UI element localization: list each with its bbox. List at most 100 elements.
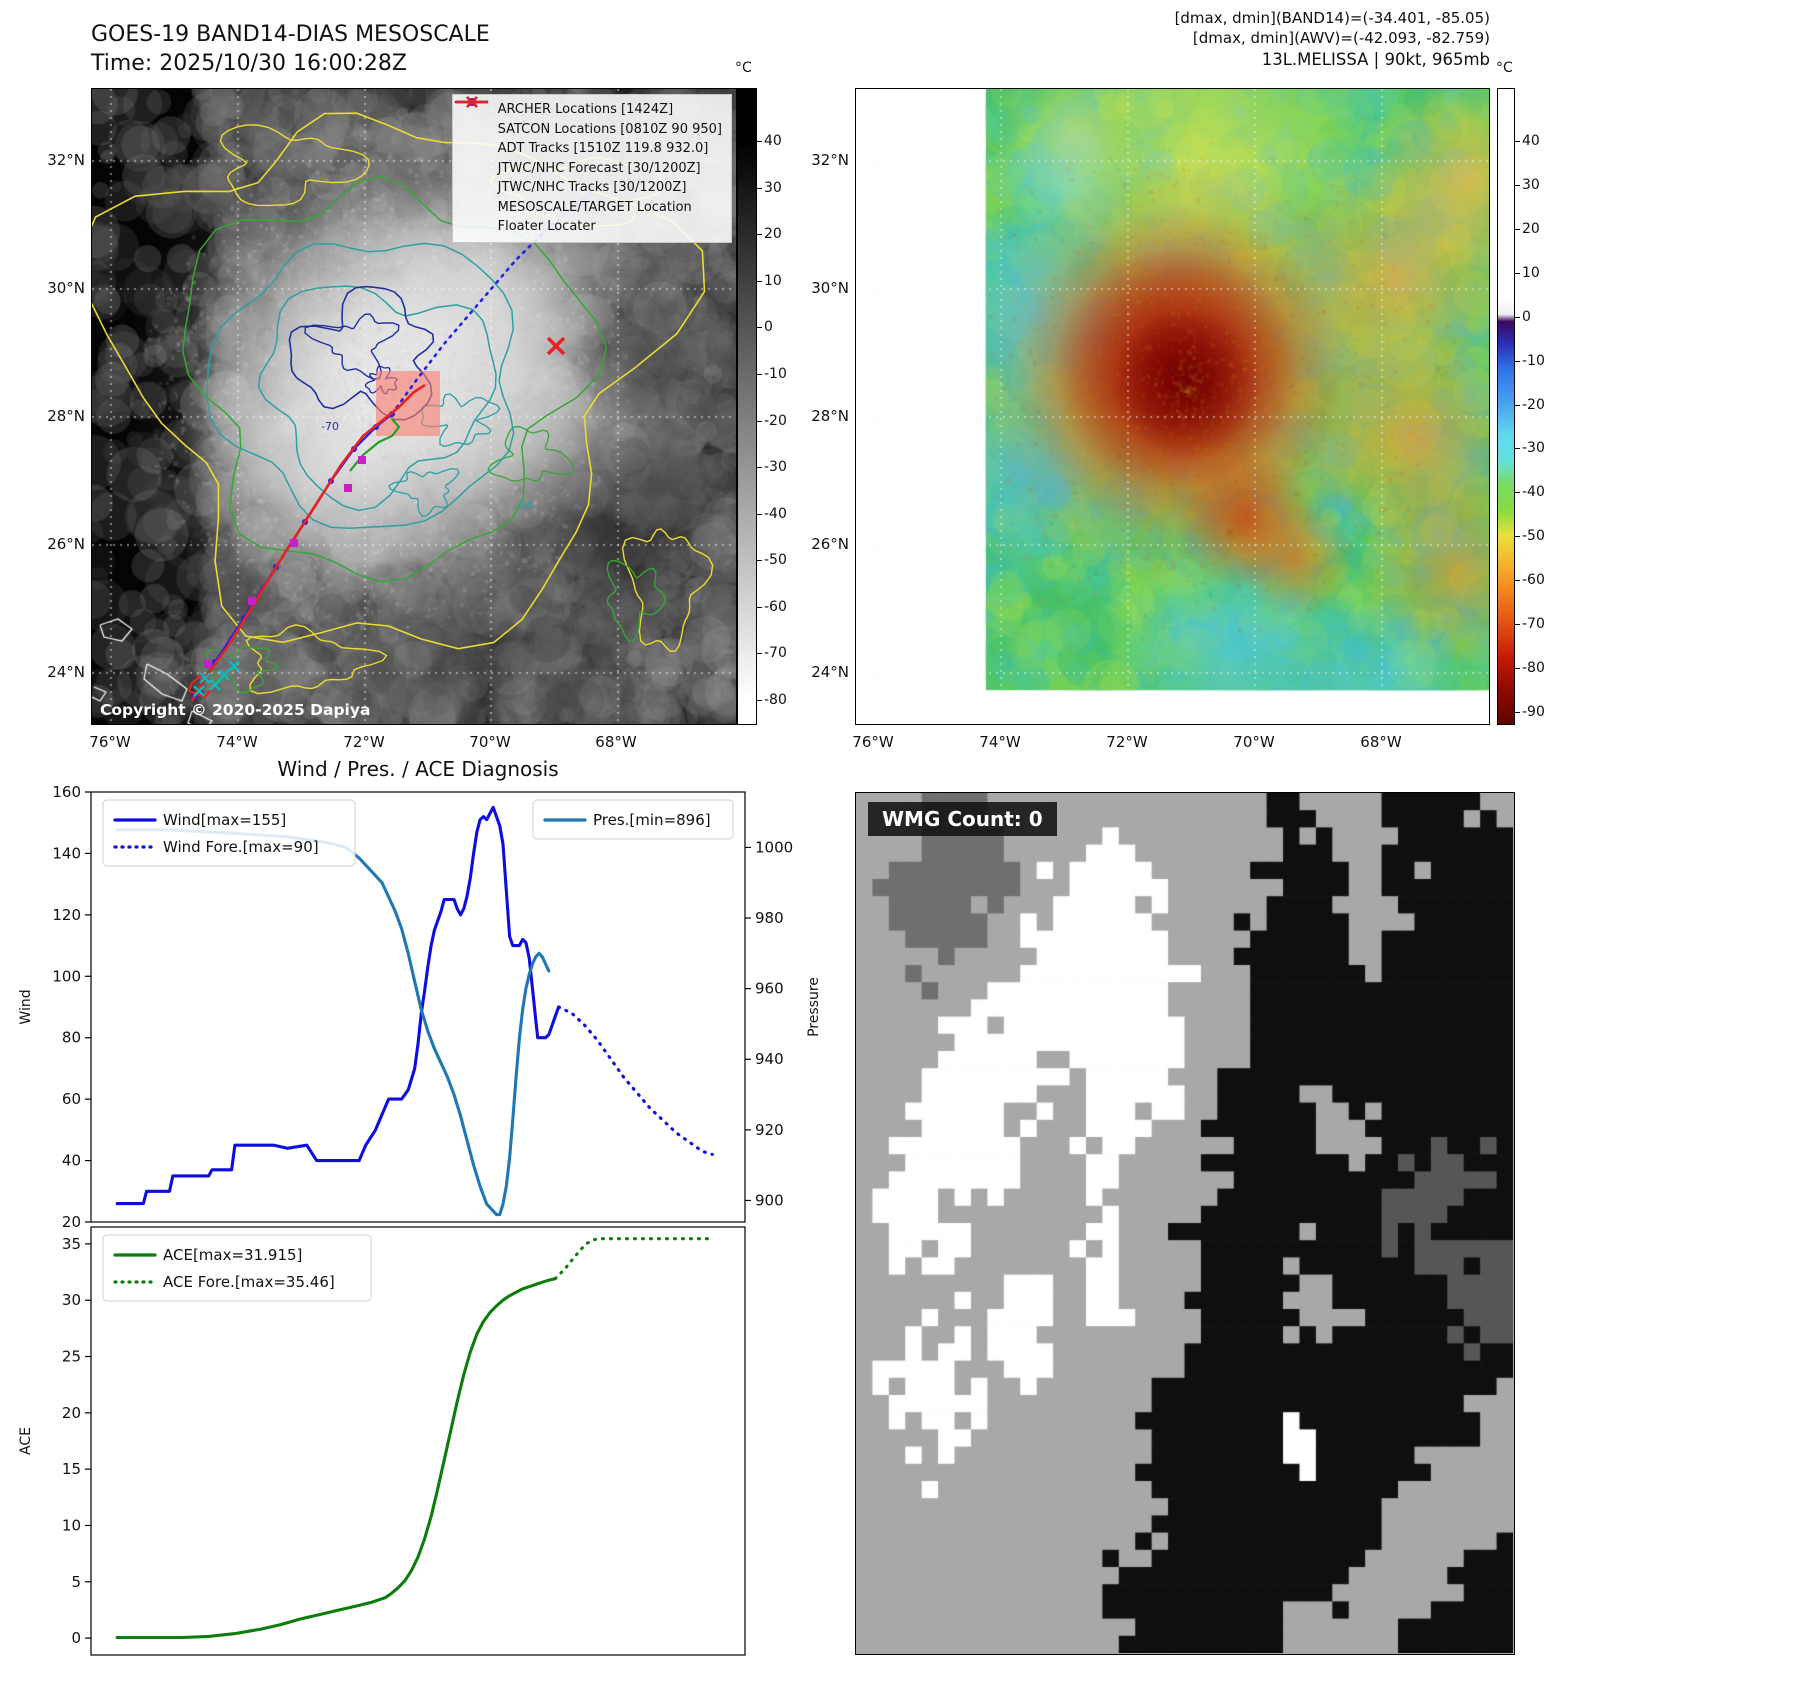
colorbar-tick [1515,668,1520,670]
legend-item-label: ADT Tracks [1510Z 119.8 932.0] [497,141,709,157]
lat-tick-label: 26°N [47,535,85,553]
colorbar-tick-label: -10 [1522,353,1545,369]
y-tick-label: 10 [62,1516,81,1534]
legend-label: Wind Fore.[max=90] [163,838,319,856]
lon-tick-label: 74°W [216,733,258,751]
lat-tick-label: 30°N [47,279,85,297]
colorbar-tick-label: -50 [764,552,787,568]
y-tick-label: 100 [52,967,81,985]
archer-marker [248,597,256,605]
colorbar-tick [1515,273,1520,275]
ace-axis-label: ACE [18,1427,34,1455]
y-tick-label: 20 [62,1404,81,1422]
colorbar-tick [1515,492,1520,494]
y-tick-label: 5 [71,1573,81,1591]
archer-marker [358,456,366,464]
satcon-marker [218,669,230,681]
lon-tick-label: 68°W [1360,733,1402,751]
legend-item: Floater Locater [455,100,722,237]
colorbar-tick [757,514,762,516]
colorbar-tick [1515,361,1520,363]
ace-chart-frame [90,1226,746,1656]
y-tick-label: 120 [52,906,81,924]
contour-label: -64 [515,499,533,512]
colorbar-tick-label: -80 [764,692,787,708]
colorbar-tick-label: -70 [1522,616,1545,632]
y-tick-label: 0 [71,1629,81,1647]
colorbar-tick [757,653,762,655]
contour-teal [388,468,460,517]
colorbar-tick-label: 10 [1522,265,1540,281]
ace-legend [102,1234,372,1302]
ace-line [115,1277,557,1640]
wind-legend [102,799,356,867]
y-tick-label: 40 [62,1152,81,1170]
contour-teal [206,242,515,530]
band14-colorbar-unit: °C [735,60,752,76]
awv-satellite-plot [855,88,1490,725]
archer-marker [203,660,211,668]
wind-fore--line [557,1005,714,1156]
colorbar-tick [757,421,762,423]
colorbar-tick [1515,317,1520,319]
y2-tick-label: 1000 [755,838,793,856]
awv-header: [dmax, dmin](BAND14)=(-34.401, -85.05) [… [900,8,1490,71]
wind-line [115,805,561,1206]
legend-item: JTWC/NHC Tracks [30/1200Z] [455,98,722,198]
lat-tick-label: 28°N [47,407,85,425]
y-tick-label: 20 [62,1213,81,1231]
colorbar-tick-label: -70 [764,645,787,661]
legend-item: ARCHER Locations [1424Z] [458,98,722,120]
satcon-marker [209,679,221,691]
colorbar-tick [1515,229,1520,231]
satcon-marker [193,685,205,697]
colorbar-tick-label: 40 [1522,133,1540,149]
colorbar-tick-label: -30 [764,459,787,475]
colorbar-tick-label: -80 [1522,660,1545,676]
wmg-map [856,793,1513,1653]
colorbar-tick [757,607,762,609]
colorbar-tick [1515,185,1520,187]
colorbar-tick-label: 10 [764,273,782,289]
mesoscale-target-marker [546,336,566,356]
wind-chart-frame [90,791,746,1223]
legend-item-label: JTWC/NHC Forecast [30/1200Z] [497,160,701,176]
legend-item: SATCON Locations [0810Z 90 950] [458,96,722,140]
colorbar-tick-label: -10 [764,366,787,382]
colorbar-tick-label: 0 [764,319,773,335]
lon-tick-label: 72°W [343,733,385,751]
colorbar-tick [757,188,762,190]
y2-tick-label: 920 [755,1121,784,1139]
mesoscale-target-area [376,371,440,436]
colorbar-tick-label: 40 [764,133,782,149]
pressure-legend [532,799,734,840]
y-tick-label: 160 [52,783,81,801]
contour-yellow [219,124,370,207]
colorbar-tick-label: 30 [1522,177,1540,193]
legend-label: Wind[max=155] [163,811,286,829]
legend-label: Pres.[min=896] [593,811,711,829]
pres--line [115,828,551,1217]
lon-tick-label: 68°W [595,733,637,751]
colorbar-tick-label: -30 [1522,440,1545,456]
colorbar-tick [757,560,762,562]
contour-yellow [621,528,714,652]
colorbar-tick-label: -50 [1522,528,1545,544]
lat-tick-label: 24°N [811,663,849,681]
wind-chart-bg [91,792,745,1222]
colorbar-tick-label: -20 [1522,397,1545,413]
colorbar-tick [1515,141,1520,143]
lon-tick-label: 74°W [979,733,1021,751]
lon-tick-label: 76°W [89,733,131,751]
y-tick-label: 80 [62,1029,81,1047]
legend-label: ACE[max=31.915] [163,1246,302,1264]
lat-tick-label: 28°N [811,407,849,425]
lat-tick-label: 30°N [811,279,849,297]
contour-green [487,426,575,482]
colorbar-tick [1515,712,1520,714]
contour-navy [304,313,400,381]
legend-item-label: Floater Locater [497,219,596,235]
legend-item: MESOSCALE/TARGET Location [458,96,722,218]
colorbar-tick [1515,536,1520,538]
